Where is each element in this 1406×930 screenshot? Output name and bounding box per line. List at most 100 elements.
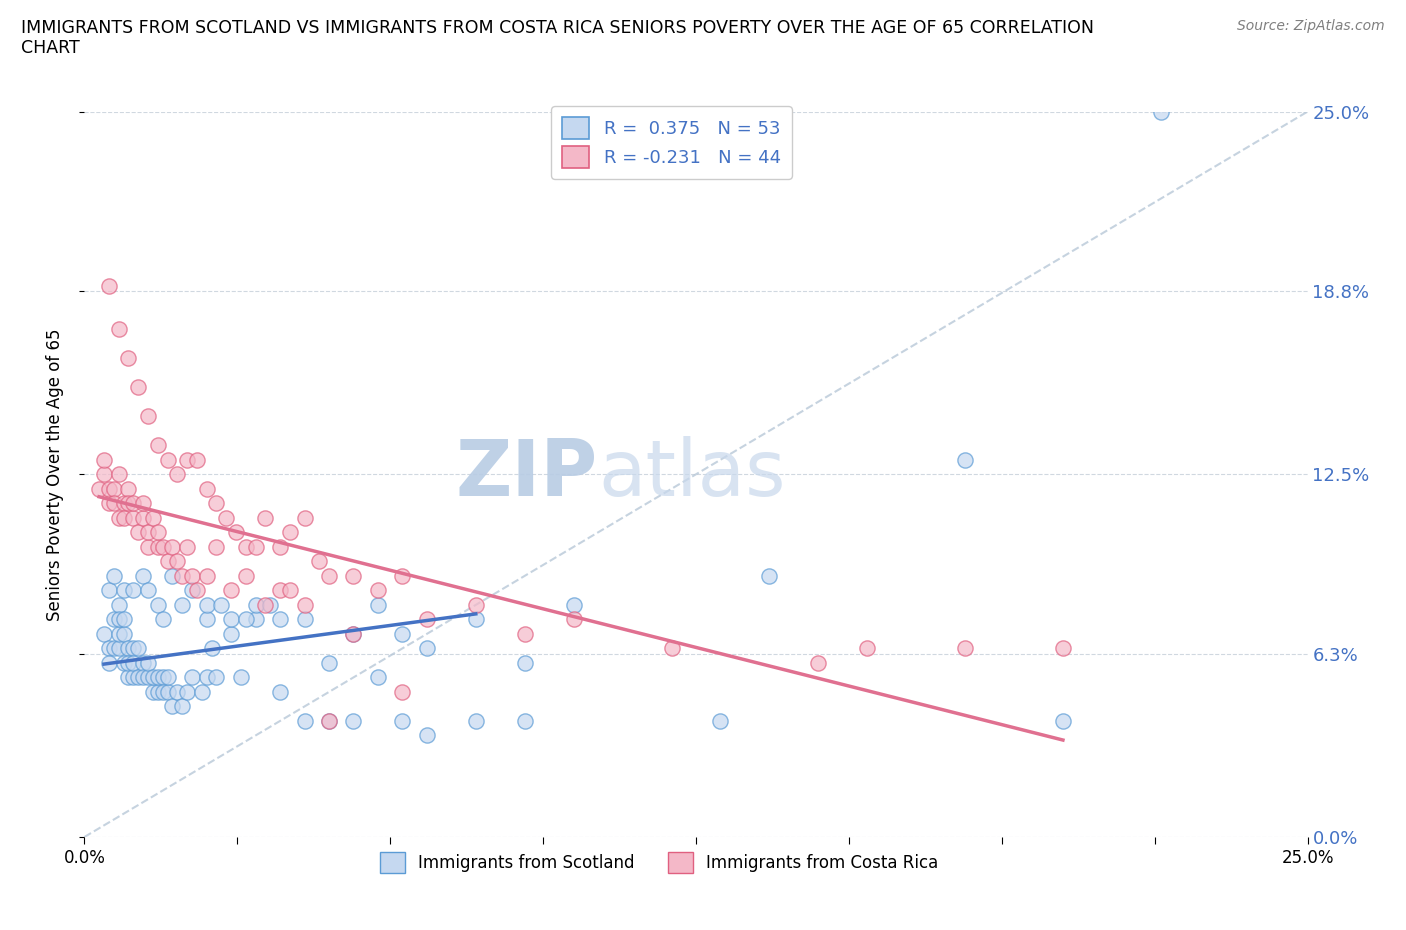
Point: [97, 278, 120, 293]
Point: [152, 539, 174, 554]
Point: [1052, 713, 1074, 728]
Point: [93, 627, 115, 642]
Point: [254, 511, 277, 525]
Point: [661, 641, 683, 656]
Point: [103, 612, 125, 627]
Point: [152, 670, 174, 684]
Point: [953, 641, 976, 656]
Point: [146, 438, 169, 453]
Point: [156, 452, 179, 467]
Point: [112, 496, 135, 511]
Point: [166, 467, 188, 482]
Point: [318, 568, 340, 583]
Point: [122, 583, 145, 598]
Point: [136, 539, 159, 554]
Point: [269, 539, 291, 554]
Point: [200, 641, 222, 656]
Point: [278, 583, 301, 598]
Point: [464, 612, 486, 627]
Point: [416, 641, 439, 656]
Point: [117, 656, 139, 671]
Point: [146, 684, 169, 699]
Point: [245, 539, 267, 554]
Point: [107, 467, 129, 482]
Point: [162, 539, 184, 554]
Point: [181, 568, 204, 583]
Point: [172, 699, 194, 714]
Point: [107, 322, 129, 337]
Point: [195, 612, 218, 627]
Point: [342, 627, 364, 642]
Point: [146, 597, 169, 612]
Point: [107, 641, 129, 656]
Point: [254, 597, 277, 612]
Point: [132, 496, 155, 511]
Point: [103, 482, 125, 497]
Point: [205, 539, 228, 554]
Point: [205, 670, 228, 684]
Point: [132, 511, 155, 525]
Text: ZIP: ZIP: [456, 436, 598, 512]
Point: [562, 612, 585, 627]
Point: [229, 670, 252, 684]
Point: [166, 684, 188, 699]
Point: [156, 554, 179, 569]
Point: [122, 670, 145, 684]
Point: [156, 684, 179, 699]
Point: [318, 713, 340, 728]
Point: [132, 656, 155, 671]
Point: [97, 496, 120, 511]
Point: [93, 452, 115, 467]
Point: [464, 597, 486, 612]
Point: [416, 728, 439, 743]
Point: [269, 612, 291, 627]
Point: [97, 583, 120, 598]
Point: [856, 641, 879, 656]
Point: [342, 713, 364, 728]
Point: [146, 670, 169, 684]
Point: [1052, 641, 1074, 656]
Point: [219, 627, 242, 642]
Point: [758, 568, 780, 583]
Point: [142, 684, 165, 699]
Point: [513, 627, 536, 642]
Point: [87, 482, 110, 497]
Text: Source: ZipAtlas.com: Source: ZipAtlas.com: [1237, 19, 1385, 33]
Point: [112, 627, 135, 642]
Point: [191, 684, 214, 699]
Point: [107, 511, 129, 525]
Point: [259, 597, 281, 612]
Point: [127, 641, 149, 656]
Point: [127, 525, 149, 539]
Point: [132, 670, 155, 684]
Point: [172, 568, 194, 583]
Y-axis label: Seniors Poverty Over the Age of 65: Seniors Poverty Over the Age of 65: [45, 328, 63, 620]
Point: [562, 597, 585, 612]
Text: atlas: atlas: [598, 436, 786, 512]
Point: [152, 612, 174, 627]
Point: [195, 568, 218, 583]
Point: [416, 612, 439, 627]
Point: [1150, 104, 1173, 119]
Point: [219, 583, 242, 598]
Point: [367, 597, 389, 612]
Point: [294, 511, 316, 525]
Point: [807, 656, 830, 671]
Point: [152, 684, 174, 699]
Point: [176, 684, 198, 699]
Point: [112, 656, 135, 671]
Point: [186, 452, 208, 467]
Point: [132, 568, 155, 583]
Point: [464, 713, 486, 728]
Point: [127, 670, 149, 684]
Point: [122, 496, 145, 511]
Point: [112, 612, 135, 627]
Point: [136, 656, 159, 671]
Point: [146, 539, 169, 554]
Point: [953, 452, 976, 467]
Point: [117, 482, 139, 497]
Point: [162, 699, 184, 714]
Point: [391, 684, 413, 699]
Point: [136, 670, 159, 684]
Point: [107, 597, 129, 612]
